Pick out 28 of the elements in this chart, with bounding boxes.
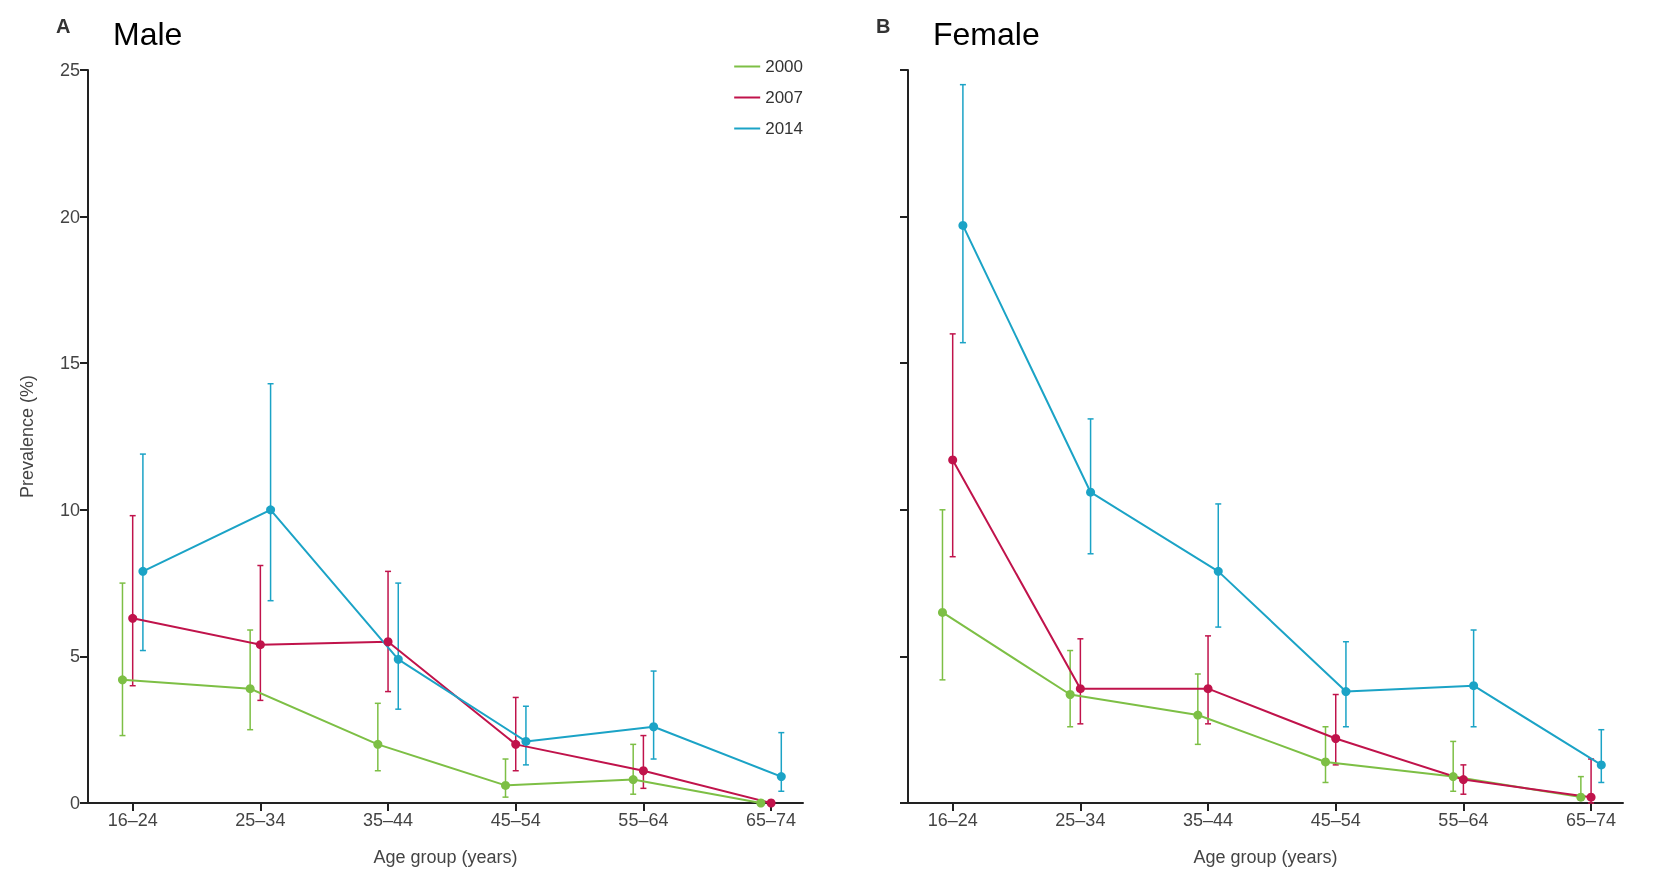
legend-label: 2007 bbox=[765, 88, 804, 107]
legend-label: 2000 bbox=[765, 57, 804, 76]
x-tick-label: 16–24 bbox=[927, 810, 978, 830]
chart-title: Female bbox=[933, 16, 1040, 52]
x-tick-label: 65–74 bbox=[1566, 810, 1617, 830]
text: B bbox=[876, 15, 891, 37]
x-tick-label: 35–44 bbox=[1183, 810, 1234, 830]
y-tick-label: 0 bbox=[69, 793, 80, 813]
y-tick-label: 20 bbox=[59, 206, 80, 227]
y-axis-title: Prevalence (%) bbox=[17, 374, 37, 499]
x-axis-title: Age group (years) bbox=[373, 847, 518, 867]
x-tick-label: 45–54 bbox=[1310, 810, 1361, 830]
y-tick-label: 25 bbox=[59, 60, 80, 80]
x-tick-label: 25–34 bbox=[1055, 810, 1106, 830]
x-tick-label: 45–54 bbox=[490, 810, 541, 830]
y-tick-label: 5 bbox=[69, 646, 80, 667]
x-tick-label: 35–44 bbox=[363, 810, 414, 830]
x-tick-label: 16–24 bbox=[107, 810, 158, 830]
x-tick-label: 65–74 bbox=[746, 810, 797, 830]
text: A bbox=[56, 15, 71, 37]
chart-title: Male bbox=[113, 16, 183, 52]
x-tick-label: 55–64 bbox=[1438, 810, 1489, 830]
y-tick-label: 15 bbox=[59, 353, 80, 374]
legend-label: 2014 bbox=[765, 119, 804, 138]
x-tick-label: 25–34 bbox=[235, 810, 286, 830]
x-axis-title: Age group (years) bbox=[1193, 847, 1338, 867]
x-tick-label: 55–64 bbox=[618, 810, 669, 830]
y-tick-label: 10 bbox=[59, 499, 80, 520]
